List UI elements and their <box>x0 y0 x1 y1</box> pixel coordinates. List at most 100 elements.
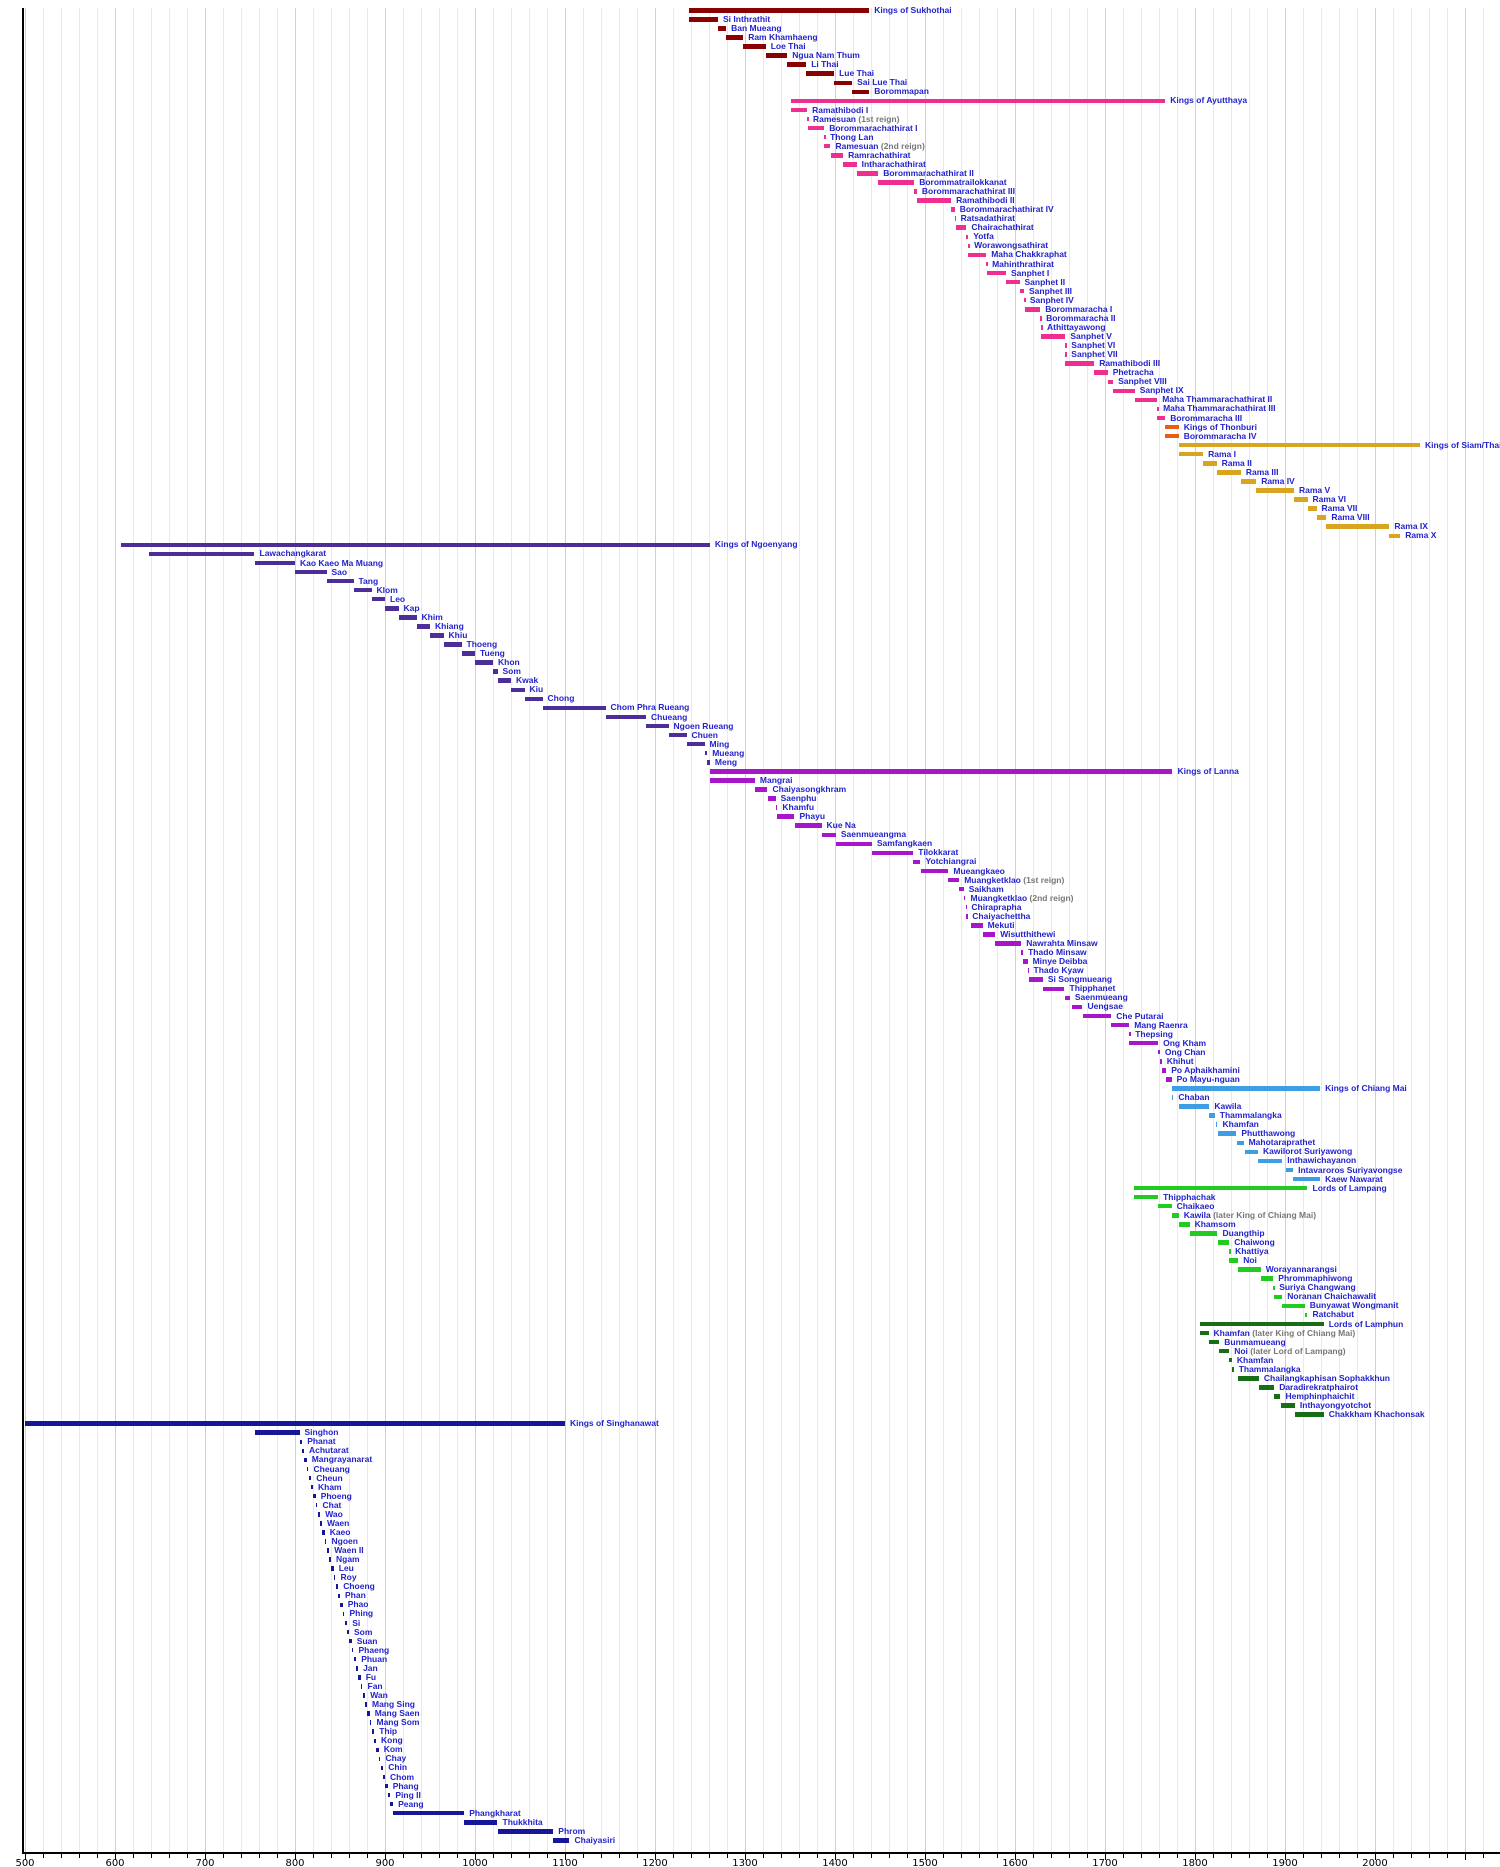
reign-bar <box>743 44 766 49</box>
axis-tick-minor <box>493 1854 494 1858</box>
reign-bar <box>1041 325 1043 330</box>
gridline-major <box>1465 8 1466 1852</box>
reign-label-note: (1st reign) <box>1020 874 1065 885</box>
gridline-minor <box>1411 8 1412 1852</box>
reign-label: Borommarachathirat IV <box>959 204 1054 215</box>
reign-bar <box>416 624 430 629</box>
reign-label: Phaeng <box>358 1644 390 1655</box>
reign-label: Chaiwong <box>1234 1237 1275 1247</box>
reign-label: Sai Lue Thai <box>857 77 908 88</box>
reign-bar <box>807 116 809 122</box>
axis-tick-minor <box>583 1854 584 1858</box>
axis-tick-minor <box>691 1854 692 1858</box>
reign-label: Saenmueang <box>1074 992 1128 1003</box>
reign-label: Kwak <box>516 675 539 686</box>
reign-bar <box>1178 451 1204 457</box>
reign-label: Noi (later Lord of Lampang) <box>1234 1345 1346 1356</box>
reign-label: Thado Minsaw <box>1028 947 1087 957</box>
reign-bar <box>806 71 835 76</box>
reign-label: Nawrahta Minsaw <box>1026 938 1098 948</box>
reign-label: Kings of Thonburi <box>1183 421 1257 432</box>
reign-label: Klom <box>376 584 398 595</box>
gridline-minor <box>1051 8 1052 1852</box>
axis-tick-minor <box>1303 1854 1304 1858</box>
dynasty-bar <box>121 542 710 548</box>
axis-tick-minor <box>943 1854 944 1858</box>
reign-bar <box>1258 1158 1283 1164</box>
reign-bar <box>1158 1203 1172 1209</box>
reign-label: Saenmueangma <box>840 829 907 840</box>
gridline-minor <box>1357 8 1358 1852</box>
axis-tick-minor <box>97 1854 98 1858</box>
reign-label: Sanphet I <box>1011 267 1050 278</box>
axis-tick-minor <box>763 1854 764 1858</box>
reign-label: Ngam <box>336 1554 360 1565</box>
reign-label: Mekuti <box>987 919 1015 930</box>
reign-label: Ping II <box>395 1789 421 1800</box>
reign-bar <box>360 1684 363 1689</box>
gridline-major <box>1105 8 1106 1852</box>
reign-bar <box>916 198 952 203</box>
reign-bar <box>254 560 295 566</box>
reign-label: Borommarachathirat I <box>829 122 918 133</box>
reign-label: Phrommaphiwong <box>1278 1273 1353 1284</box>
axis-tick-minor <box>151 1854 152 1858</box>
axis-tick-minor <box>799 1854 800 1858</box>
reign-bar <box>1129 1031 1131 1037</box>
reign-label: Sanphet VII <box>1071 349 1118 360</box>
reign-label: Mahinthrathirat <box>992 258 1054 269</box>
reign-label: Inthawichayanon <box>1287 1155 1357 1166</box>
gridline-major <box>115 8 116 1852</box>
reign-bar <box>808 125 825 131</box>
reign-bar <box>1282 1303 1305 1309</box>
axis-tick-minor <box>277 1854 278 1858</box>
reign-label: Khihut <box>1166 1055 1194 1066</box>
reign-label: Chaiyasiri <box>574 1834 616 1845</box>
reign-label: Sanphet VIII <box>1118 376 1167 387</box>
reign-label: Phrom <box>558 1825 586 1836</box>
reign-label: Borommarachathirat II <box>883 167 974 178</box>
reign-bar <box>326 578 354 584</box>
gridline-minor <box>889 8 890 1852</box>
axis-tick-minor <box>979 1854 980 1858</box>
reign-label: Mangrayanarat <box>311 1454 373 1465</box>
reign-label: Leo <box>390 593 406 604</box>
reign-bar <box>1028 977 1043 982</box>
reign-bar <box>794 823 822 828</box>
reign-label: Rama IX <box>1394 521 1428 532</box>
gridline-minor <box>1483 8 1484 1852</box>
reign-label: Mahotaraprathet <box>1248 1137 1316 1148</box>
gridline-minor <box>241 8 242 1852</box>
reign-bar <box>385 1783 388 1789</box>
reign-bar <box>689 17 718 22</box>
reign-bar <box>349 1638 352 1644</box>
reign-bar <box>1111 1022 1130 1028</box>
gridline-minor <box>727 8 728 1852</box>
reign-bar <box>707 760 710 765</box>
reign-label: Loe Thai <box>770 41 806 51</box>
reign-bar <box>856 171 879 176</box>
reign-label: Phing <box>349 1608 374 1619</box>
reign-bar <box>331 1566 334 1571</box>
reign-bar <box>1280 1403 1295 1408</box>
reign-label: Saikham <box>968 883 1004 894</box>
reign-bar <box>497 1829 554 1834</box>
reign-bar <box>1217 1131 1237 1136</box>
reign-label: Mang Sing <box>372 1699 415 1709</box>
reign-bar <box>302 1448 304 1454</box>
dynasty-label: Lords of Lamphun <box>1328 1318 1404 1329</box>
gridline-minor <box>943 8 944 1852</box>
axis-tick-minor <box>601 1854 602 1858</box>
reign-label: Borommaracha II <box>1046 312 1116 323</box>
reign-bar <box>511 687 525 693</box>
reign-label: Mang Saen <box>374 1708 420 1719</box>
reign-label: Khiu <box>448 629 468 640</box>
axis-tick-minor <box>511 1854 512 1858</box>
gridline-minor <box>1069 8 1070 1852</box>
gridline-major <box>1015 8 1016 1852</box>
dynasty-label: Kings of Chiang Mai <box>1325 1082 1407 1093</box>
reign-bar <box>966 914 968 919</box>
reign-label: Chaiyasongkhram <box>772 784 847 794</box>
axis-tick-minor <box>1051 1854 1052 1858</box>
reign-bar <box>338 1593 340 1599</box>
